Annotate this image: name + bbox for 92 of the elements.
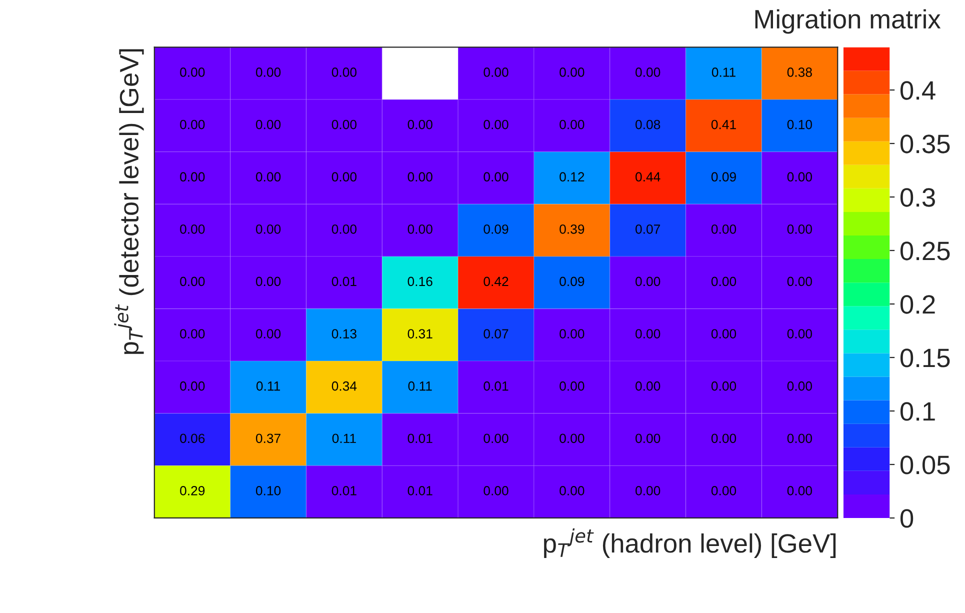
data-label: 0.00 — [711, 381, 736, 391]
data-label: 0.16 — [408, 276, 432, 286]
data-label: 0.00 — [711, 329, 736, 338]
data-label: 0.00 — [636, 68, 660, 77]
data-label: 0.01 — [408, 486, 432, 496]
data-label: 0.00 — [560, 329, 584, 338]
data-label: 0.42 — [484, 276, 508, 286]
data-label: 0.00 — [636, 486, 660, 496]
data-label: 0.00 — [332, 172, 357, 182]
data-label: 0.00 — [636, 381, 660, 391]
data-label: 0.13 — [332, 329, 356, 338]
data-label: 0.00 — [787, 486, 812, 496]
data-label: 0.01 — [484, 381, 508, 391]
data-label: 0.00 — [180, 120, 205, 130]
data-label: 0.11 — [256, 381, 280, 391]
data-label: 0.00 — [711, 224, 736, 234]
data-label: 0.00 — [711, 276, 736, 286]
color-bar-label: 0.05 — [900, 456, 950, 474]
data-label: 0.09 — [484, 224, 508, 234]
color-bar-label: 0.3 — [900, 188, 935, 207]
data-label: 0.00 — [636, 329, 660, 338]
data-label: 0.00 — [332, 224, 357, 234]
data-label: 0.00 — [636, 434, 660, 444]
data-label: 0.00 — [484, 486, 508, 496]
data-label: 0.00 — [256, 329, 281, 338]
data-label: 0.00 — [256, 224, 281, 234]
data-label: 0.00 — [484, 120, 508, 130]
data-label: 0.41 — [711, 120, 736, 130]
data-label: 0.07 — [484, 329, 508, 338]
data-label: 0.00 — [256, 120, 281, 130]
data-label: 0.29 — [180, 486, 205, 496]
data-label: 0.12 — [560, 172, 584, 182]
color-bar-label: 0.2 — [900, 295, 935, 314]
data-label: 0.00 — [787, 224, 812, 234]
data-label: 0.10 — [256, 486, 281, 496]
color-bar-label: 0.15 — [900, 348, 950, 368]
data-label: 0.31 — [408, 329, 432, 338]
data-label: 0.00 — [787, 276, 812, 286]
data-label: 0.00 — [408, 120, 432, 130]
data-label: 0.00 — [484, 434, 508, 444]
data-label: 0.00 — [560, 68, 584, 77]
data-label: 0.11 — [712, 68, 736, 77]
data-label: 0.00 — [180, 224, 205, 234]
data-label: 0.00 — [787, 434, 812, 444]
data-label: 0.00 — [256, 276, 281, 286]
color-bar-label: 0.1 — [900, 402, 935, 421]
data-label: 0.00 — [180, 329, 205, 338]
color-bar-label: 0 — [900, 509, 914, 528]
data-label: 0.01 — [332, 276, 356, 286]
data-label: 0.00 — [560, 381, 584, 391]
color-bar-label: 0.4 — [900, 81, 936, 100]
data-label: 0.38 — [787, 68, 812, 77]
data-label: 0.00 — [560, 120, 584, 130]
data-label: 0.00 — [180, 381, 205, 391]
data-label: 0.08 — [636, 120, 660, 130]
data-label: 0.00 — [484, 68, 508, 77]
data-label: 0.00 — [180, 172, 205, 182]
data-label: 0.00 — [408, 172, 432, 182]
data-label: 0.37 — [256, 434, 280, 444]
data-label: 0.39 — [560, 224, 584, 234]
data-label: 0.34 — [332, 381, 357, 391]
data-label: 0.00 — [636, 276, 660, 286]
data-label: 0.00 — [256, 68, 281, 77]
data-label: 0.00 — [256, 172, 281, 182]
data-label: 0.00 — [560, 434, 584, 444]
data-label: 0.00 — [180, 68, 205, 77]
data-label: 0.01 — [332, 486, 356, 496]
color-bar-label: 0.25 — [900, 242, 950, 260]
data-label: 0.00 — [332, 68, 357, 77]
data-label: 0.01 — [408, 434, 432, 444]
data-label: 0.00 — [332, 120, 357, 130]
data-label: 0.00 — [787, 172, 812, 182]
data-label: 0.00 — [711, 434, 736, 444]
data-label: 0.00 — [560, 486, 584, 496]
chart-title: Migration matrix — [755, 9, 941, 34]
data-label: 0.09 — [711, 172, 736, 182]
data-label: 0.00 — [711, 486, 736, 496]
data-label: 0.09 — [560, 276, 584, 286]
color-bar-label: 0.35 — [900, 134, 950, 154]
y-axis-title: p$_{T}$$^{jet}$ (detector level) [GeV] — [114, 49, 144, 354]
data-label: 0.00 — [180, 276, 205, 286]
data-label: 0.07 — [636, 224, 660, 234]
data-label: 0.44 — [636, 172, 660, 182]
data-label: 0.00 — [408, 224, 432, 234]
data-label: 0.00 — [787, 381, 812, 391]
data-label: 0.11 — [332, 434, 356, 444]
data-label: 0.00 — [787, 329, 812, 338]
data-label: 0.06 — [180, 434, 205, 444]
data-label: 0.00 — [484, 172, 508, 182]
data-label: 0.11 — [408, 381, 432, 391]
data-label: 0.10 — [787, 120, 812, 130]
x-axis-title: p$_{T}$$^{jet}$ (hadron level) [GeV] — [544, 528, 836, 558]
